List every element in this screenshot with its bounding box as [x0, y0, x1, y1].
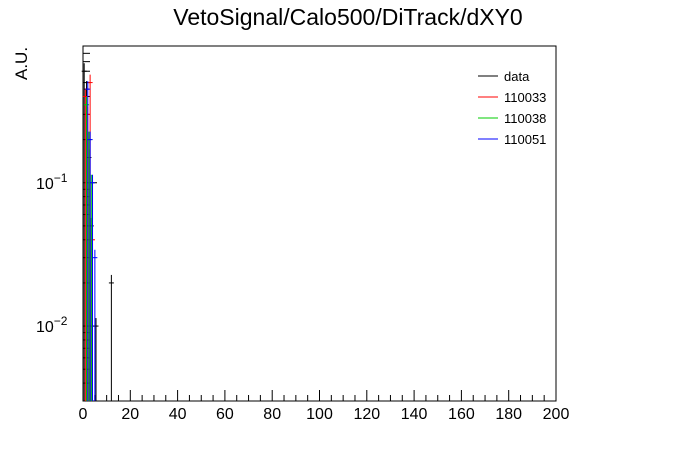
x-tick-label: 40	[169, 406, 187, 423]
x-tick-label: 0	[79, 406, 88, 423]
chart-title: VetoSignal/Calo500/DiTrack/dXY0	[173, 4, 523, 30]
x-tick-label: 200	[543, 406, 570, 423]
y-tick-label: 10−1	[36, 171, 68, 193]
legend-label: 110033	[504, 90, 546, 105]
x-tick-label: 60	[216, 406, 234, 423]
x-tick-label: 100	[306, 406, 333, 423]
legend-label: data	[504, 69, 530, 84]
x-tick-label: 160	[448, 406, 475, 423]
x-tick-label: 180	[495, 406, 522, 423]
x-tick-label: 140	[401, 406, 428, 423]
legend-label: 110038	[504, 111, 546, 126]
x-tick-label: 120	[353, 406, 380, 423]
x-tick-label: 80	[263, 406, 281, 423]
plot-frame	[82, 45, 557, 402]
legend-label: 110051	[504, 132, 546, 147]
x-tick-label: 20	[121, 406, 139, 423]
y-tick-label: 10−2	[36, 314, 68, 336]
